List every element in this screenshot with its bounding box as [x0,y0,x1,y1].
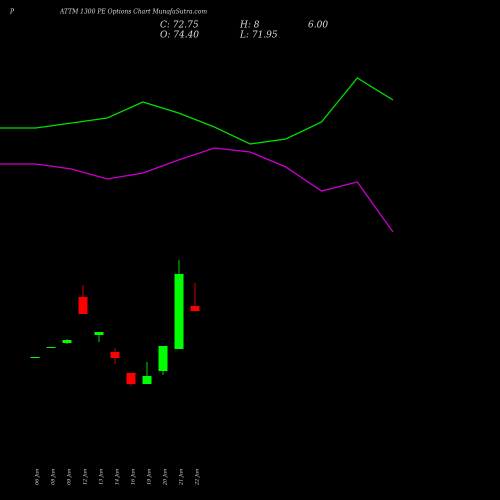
x-tick-label: 19 Jun [147,469,153,485]
candle-body [126,373,136,384]
x-tick-label: 16 Jun [131,469,137,485]
candle-body [62,340,72,343]
x-tick-label: 09 Jun [67,469,73,485]
symbol: P [9,9,15,16]
candle-body [30,357,40,358]
candle-body [174,274,184,349]
chart-title: ATTM 1300 PE Options Chart MunafaSutra.c… [59,9,207,16]
candle-body [158,346,168,371]
candle-body [190,306,200,311]
candle-body [94,332,104,335]
x-tick-label: 08 Jun [51,469,57,485]
high-info-rest: 6.00 [308,21,328,31]
x-tick-label: 21 Jun [179,469,185,486]
low-info: L: 71.95 [239,31,278,41]
candle-body [110,352,120,358]
x-tick-label: 20 Jun [163,469,169,486]
close-info: C: 72.75 [160,21,199,31]
candle-body [78,297,88,314]
x-tick-label: 12 Jun [83,469,89,485]
x-tick-label: 22 Jun [195,469,201,486]
x-tick-label: 06 Jun [35,469,41,485]
indicator-line [0,77,394,145]
open-info: O: 74.40 [160,31,199,41]
candle-body [142,376,152,384]
high-info: H: 8 [239,21,260,31]
x-tick-label: 14 Jun [115,469,121,485]
candle-body [46,347,56,348]
indicator-line [0,147,394,233]
x-tick-label: 13 Jun [99,469,105,485]
